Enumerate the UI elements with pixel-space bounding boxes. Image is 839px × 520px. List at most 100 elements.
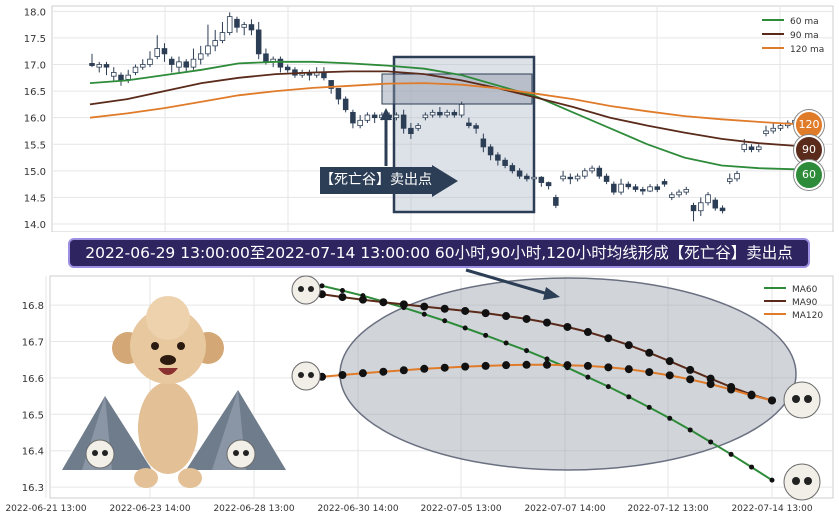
ma120-point bbox=[727, 385, 736, 394]
ma60-point bbox=[585, 374, 591, 380]
bottom-legend: MA60 MA90 MA120 bbox=[764, 285, 823, 321]
candle bbox=[683, 186, 690, 195]
candle bbox=[147, 51, 153, 68]
candle bbox=[763, 125, 769, 137]
candle bbox=[197, 45, 204, 65]
ma120-point bbox=[768, 396, 776, 405]
ma-lines bbox=[318, 283, 776, 483]
candle bbox=[596, 165, 603, 179]
bottom-y-tick: 16.3 bbox=[22, 483, 44, 494]
ma60-point bbox=[646, 404, 652, 410]
candle bbox=[429, 109, 436, 118]
ma60-point bbox=[769, 477, 775, 483]
top-y-tick: 14.0 bbox=[24, 220, 46, 231]
candle bbox=[234, 16, 240, 33]
candle bbox=[451, 109, 458, 118]
candle bbox=[538, 176, 545, 187]
candle bbox=[727, 173, 733, 185]
candle bbox=[422, 112, 429, 121]
candle bbox=[647, 184, 653, 193]
candle bbox=[567, 173, 574, 185]
candle bbox=[226, 12, 233, 36]
bottom-y-tick: 16.5 bbox=[22, 410, 44, 421]
candle bbox=[712, 197, 719, 211]
ma120-point bbox=[399, 366, 408, 375]
top-y-tick-labels: 14.0 14.5 15.0 15.5 16.0 16.5 17.0 17.5 18.0 bbox=[24, 7, 46, 231]
ma120-point bbox=[502, 361, 511, 370]
ma120-point bbox=[747, 391, 756, 400]
bottom-x-tick: 2022-07-14 13:00 bbox=[731, 504, 812, 514]
candle bbox=[161, 43, 168, 62]
candle bbox=[574, 173, 581, 182]
candle bbox=[444, 109, 450, 118]
ma90-point bbox=[481, 309, 490, 318]
ma60-point bbox=[708, 439, 714, 445]
ma120-point bbox=[522, 360, 531, 369]
top-y-tick: 15.5 bbox=[24, 140, 46, 151]
candle bbox=[473, 122, 479, 134]
candle bbox=[176, 56, 182, 73]
ma120-point bbox=[583, 361, 592, 370]
candle bbox=[110, 67, 117, 81]
candle bbox=[154, 35, 160, 60]
skull-icon bbox=[85, 275, 821, 501]
candle bbox=[603, 173, 610, 185]
ma120-point bbox=[338, 370, 347, 379]
top-legend: 60 ma 90 ma 120 ma bbox=[762, 17, 824, 55]
candle bbox=[625, 181, 632, 190]
candle bbox=[770, 122, 777, 134]
candle bbox=[255, 21, 262, 60]
ma60-point bbox=[626, 394, 632, 400]
ma90-badge: 90 bbox=[794, 135, 824, 165]
candle bbox=[466, 117, 472, 129]
ma90-line bbox=[89, 70, 797, 147]
candle bbox=[342, 96, 349, 113]
top-y-tick: 15.0 bbox=[24, 167, 46, 178]
candle bbox=[632, 184, 639, 193]
bottom-legend-ma60: MA60 bbox=[792, 285, 818, 295]
bottom-x-tick-labels: 2022-06-21 13:00 2022-06-23 14:00 2022-06-… bbox=[5, 504, 812, 514]
ma60-point bbox=[544, 356, 550, 362]
ma60-point bbox=[667, 415, 673, 421]
ma90-point bbox=[583, 328, 592, 337]
candle bbox=[560, 170, 566, 182]
ma90-point bbox=[645, 348, 654, 357]
candle bbox=[212, 29, 218, 52]
candle bbox=[364, 112, 371, 123]
bottom-x-tick: 2022-06-30 14:00 bbox=[317, 504, 398, 514]
candle bbox=[480, 133, 487, 153]
ma120-point bbox=[624, 365, 633, 374]
ma60-point bbox=[339, 288, 345, 294]
candle bbox=[516, 168, 523, 179]
bottom-x-tick: 2022-07-07 14:00 bbox=[524, 504, 605, 514]
candle bbox=[553, 194, 559, 209]
bottom-y-tick: 16.4 bbox=[22, 447, 44, 458]
ma90-point bbox=[502, 312, 511, 321]
ma90-point bbox=[665, 357, 674, 366]
ma120-point bbox=[461, 362, 470, 371]
ma60-point bbox=[728, 451, 734, 457]
ma120-point bbox=[665, 371, 674, 380]
candle bbox=[777, 122, 784, 131]
ma60-point bbox=[605, 384, 611, 390]
ma90-point bbox=[604, 334, 613, 343]
pointer-arrow-icon bbox=[465, 268, 560, 300]
candle bbox=[705, 192, 711, 206]
ma60-point bbox=[749, 464, 755, 470]
candle bbox=[241, 21, 247, 36]
candle bbox=[205, 24, 211, 57]
ma90-point bbox=[563, 322, 572, 331]
ma90-point bbox=[686, 365, 695, 374]
bottom-y-tick: 16.8 bbox=[22, 301, 44, 312]
ma60-line bbox=[89, 60, 797, 171]
bottom-legend-ma90: MA90 bbox=[792, 298, 818, 308]
ma120-point bbox=[604, 363, 613, 372]
candle bbox=[277, 56, 284, 73]
candle bbox=[487, 144, 494, 161]
ma60-point bbox=[524, 348, 530, 354]
bottom-x-tick: 2022-06-21 13:00 bbox=[5, 504, 86, 514]
candle bbox=[284, 64, 291, 73]
bottom-y-tick-labels: 16.3 16.4 16.5 16.6 16.7 16.8 bbox=[22, 301, 44, 494]
candle bbox=[756, 144, 762, 153]
candle bbox=[190, 48, 197, 70]
